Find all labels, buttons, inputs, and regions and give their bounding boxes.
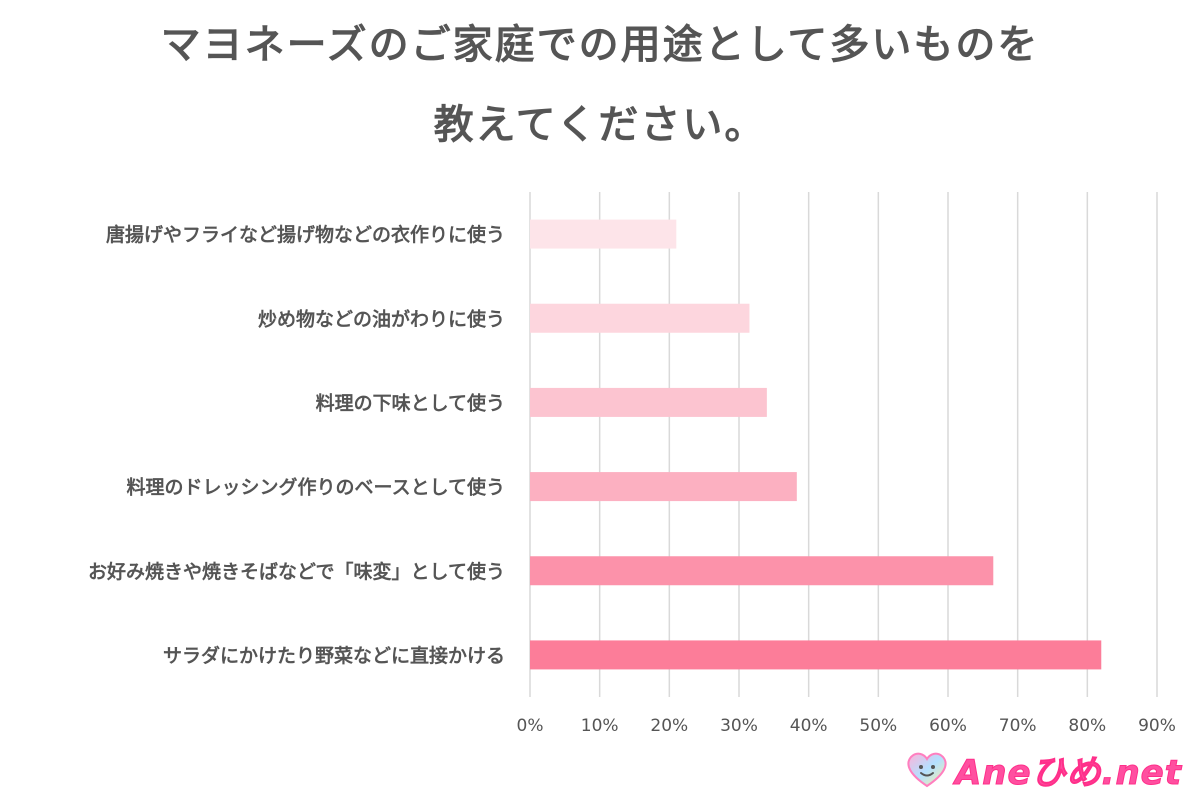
x-tick-label: 30% [720,716,758,736]
x-tick-label: 80% [1068,716,1106,736]
bar [530,387,767,417]
bar [530,556,994,586]
category-label: 炒め物などの油がわりに使う [258,307,505,330]
x-tick-label: 70% [999,716,1037,736]
gridlines [529,192,1158,697]
category-label: お好み焼きや焼きそばなどで「味変」として使う [88,560,505,583]
bar [530,472,797,502]
category-labels: 唐揚げやフライなど揚げ物などの衣作りに使う炒め物などの油がわりに使う料理の下味と… [88,223,505,667]
bars [530,219,1102,670]
logo-text: Aneひめ.net [954,752,1182,793]
x-tick-label: 90% [1138,716,1176,736]
tick-labels: 0% 10% 20% 30% 40% 50% 60% 70% 80% 90% [517,716,1176,736]
x-tick-label: 10% [581,716,619,736]
heart-face-icon [907,752,947,788]
bar [530,640,1102,670]
bar [530,219,677,249]
x-tick-label: 20% [650,716,688,736]
x-tick-label: 0% [517,716,544,736]
category-label: 唐揚げやフライなど揚げ物などの衣作りに使う [106,223,505,246]
category-label: サラダにかけたり野菜などに直接かける [163,644,505,667]
category-label: 料理のドレッシング作りのベースとして使う [127,476,505,499]
site-logo: Aneひめ.net [905,748,1182,793]
category-label: 料理の下味として使う [316,391,505,414]
x-tick-label: 50% [859,716,897,736]
chart-title-line-1: マヨネーズのご家庭での用途として多いものを [160,22,1040,68]
bar [530,303,750,333]
x-tick-label: 60% [929,716,967,736]
x-tick-label: 40% [790,716,828,736]
chart-title-line-2: 教えてください。 [433,102,767,148]
